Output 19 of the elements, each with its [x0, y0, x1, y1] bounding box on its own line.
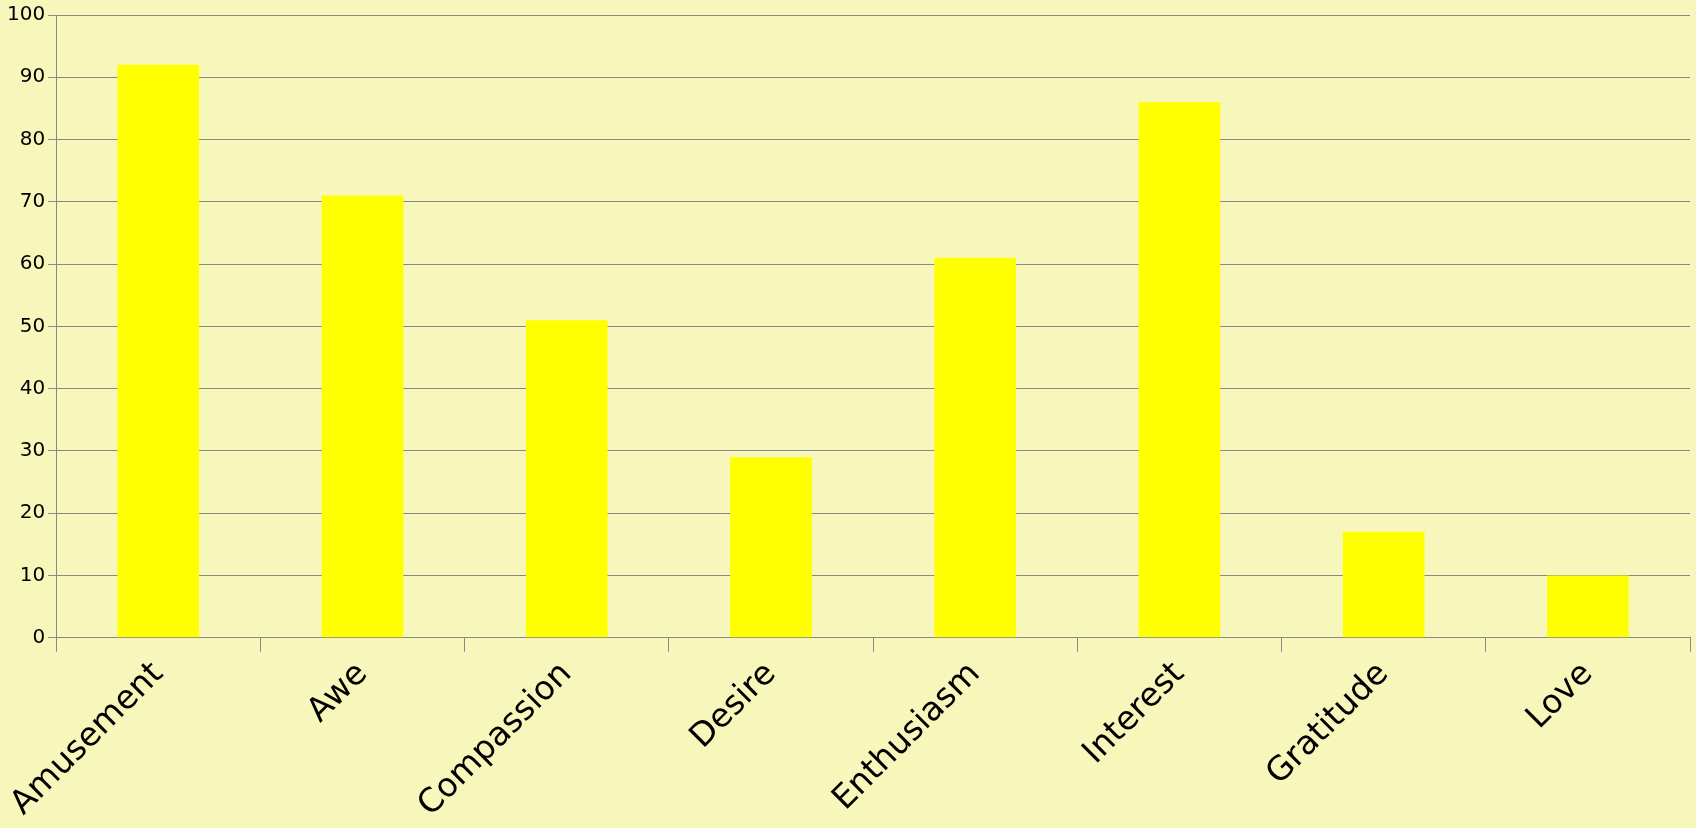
y-tick-label: 60: [19, 250, 46, 275]
y-tick-label: 20: [19, 499, 46, 524]
y-tick-label: 0: [32, 623, 46, 648]
bar: [1547, 575, 1629, 638]
bar: [117, 64, 200, 638]
y-tick-label: 100: [6, 1, 46, 26]
y-tick-label: 10: [19, 561, 46, 586]
bar: [1138, 102, 1221, 638]
bar: [321, 195, 404, 638]
y-tick-label: 50: [19, 312, 46, 337]
bar: [934, 257, 1017, 638]
bar: [525, 320, 608, 638]
y-tick-label: 40: [19, 374, 46, 399]
y-tick-label: 80: [19, 125, 46, 150]
bar: [1342, 531, 1425, 638]
y-tick-label: 90: [19, 63, 46, 88]
y-tick-label: 70: [19, 188, 46, 213]
bar: [730, 457, 812, 638]
y-tick-label: 30: [19, 437, 46, 462]
